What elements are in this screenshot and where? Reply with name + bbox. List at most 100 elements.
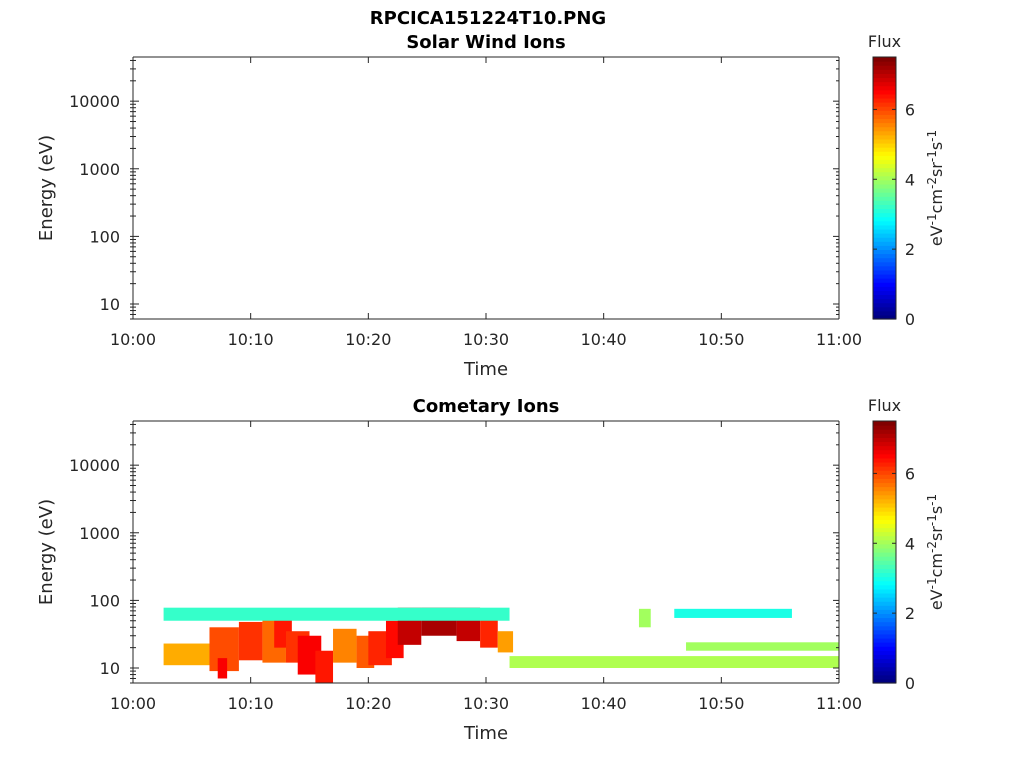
colorbar-swatch — [873, 650, 896, 655]
colorbar-swatch — [873, 269, 896, 275]
colorbar-swatch — [873, 102, 896, 107]
colorbar-tick-label: 2 — [905, 604, 915, 623]
x-tick-label: 10:50 — [698, 330, 744, 349]
x-tick-label: 10:00 — [110, 694, 156, 713]
heatmap-cell — [509, 656, 839, 669]
colorbar-swatch — [873, 286, 896, 291]
colorbar-swatch — [873, 278, 896, 283]
colorbar-frame — [872, 420, 897, 684]
colorbar-swatch — [873, 159, 896, 165]
x-tick-label: 10:20 — [345, 694, 391, 713]
x-tick-label: 10:40 — [581, 694, 627, 713]
colorbar-swatch — [873, 564, 896, 569]
colorbar-title: Flux — [868, 396, 901, 415]
colorbar-swatch — [873, 662, 896, 668]
colorbar-swatch — [873, 106, 896, 111]
colorbar-swatch — [873, 466, 896, 471]
y-axis-label: Energy (eV) — [36, 135, 57, 241]
colorbar-swatch — [873, 142, 896, 148]
colorbar-tick-label: 4 — [905, 170, 915, 189]
colorbar-swatch — [873, 97, 896, 103]
colorbar-swatch — [873, 425, 896, 430]
colorbar-swatch — [873, 114, 896, 120]
colorbar-swatch — [873, 539, 896, 545]
panel-solar-wind-ions: Solar Wind Ions 10:00 10:10 10:20 10:30 10:40… — [36, 32, 862, 380]
colorbar-swatch — [873, 535, 896, 541]
y-tick-label: 100 — [89, 591, 120, 610]
colorbar-swatch — [873, 654, 896, 660]
colorbar-swatch — [873, 576, 896, 582]
x-axis-label: Time — [463, 359, 508, 380]
colorbar-swatch — [873, 670, 896, 676]
y-tick-label: 10 — [100, 659, 120, 678]
colorbar-solar-wind: Flux 0 2 4 6 eV-1cm-2sr-1s-1 — [868, 32, 946, 329]
colorbar-swatch — [873, 519, 896, 524]
colorbar-swatch — [873, 678, 896, 684]
colorbar-swatch — [873, 502, 896, 508]
colorbar-swatch — [873, 224, 896, 230]
colorbar-swatch — [873, 613, 896, 619]
colorbar-swatch — [873, 482, 896, 488]
colorbar-swatch — [873, 674, 896, 680]
colorbar-swatch — [873, 151, 896, 156]
colorbar-swatch — [873, 543, 896, 549]
colorbar-swatch — [873, 637, 896, 643]
heatmap-cell — [497, 631, 514, 653]
heatmap-cell — [674, 608, 792, 618]
colorbar-swatch — [873, 249, 896, 255]
colorbar-swatch — [873, 81, 896, 87]
colorbar-frame — [872, 56, 897, 320]
x-axis-label: Time — [463, 723, 508, 744]
colorbar-tick-label: 0 — [905, 310, 915, 329]
colorbar-swatch — [873, 265, 896, 271]
colorbar-swatch — [873, 200, 896, 205]
x-tick-label: 10:00 — [110, 330, 156, 349]
colorbar-swatch — [873, 556, 896, 561]
colorbar-swatch — [873, 294, 896, 300]
x-tick-label: 11:00 — [816, 694, 862, 713]
x-tick-label: 10:50 — [698, 694, 744, 713]
colorbar-swatch — [873, 163, 896, 169]
colorbar-swatch — [873, 597, 896, 602]
x-tick-label: 11:00 — [816, 330, 862, 349]
colorbar-swatch — [873, 580, 896, 586]
colorbar-swatch — [873, 261, 896, 267]
colorbar-swatch — [873, 511, 896, 516]
colorbar-swatch — [873, 130, 896, 136]
colorbar-swatch — [873, 421, 896, 426]
heatmap-cell — [238, 621, 263, 661]
x-tick-label: 10:10 — [228, 330, 274, 349]
colorbar-swatch — [873, 122, 896, 128]
colorbar-swatch — [873, 134, 896, 140]
panel-title: Cometary Ions — [413, 396, 560, 417]
colorbar-swatch — [873, 609, 896, 615]
colorbar-swatch — [873, 429, 896, 434]
colorbar-swatch — [873, 208, 896, 214]
x-tick-label: 10:30 — [463, 330, 509, 349]
colorbar-swatch — [873, 306, 896, 312]
colorbar-swatch — [873, 273, 896, 279]
x-tick-label: 10:20 — [345, 330, 391, 349]
colorbar-swatch — [873, 642, 896, 647]
colorbar-swatch — [873, 212, 896, 218]
colorbar-swatch — [873, 138, 896, 144]
colorbar-swatch — [873, 171, 896, 177]
colorbar-swatch — [873, 588, 896, 594]
colorbar-swatch — [873, 625, 896, 631]
colorbar-swatch — [873, 257, 896, 263]
heatmap-cell — [638, 608, 651, 628]
colorbar-swatch — [873, 445, 896, 451]
colorbar-swatch — [873, 478, 896, 484]
heatmap-cell — [163, 607, 510, 621]
colorbar-swatch — [873, 241, 896, 246]
heatmap-cell — [480, 617, 498, 648]
colorbar-swatch — [873, 527, 896, 533]
colorbar-swatch — [873, 73, 896, 79]
colorbar-swatch — [873, 453, 896, 459]
y-tick-label: 10000 — [69, 456, 120, 475]
y-tick-label: 10000 — [69, 92, 120, 111]
panel-cometary-ions: Cometary Ions 10:00 10:10 10:20 10:30 10:40 10… — [36, 396, 862, 744]
colorbar-swatch — [873, 147, 896, 152]
colorbar-swatch — [873, 93, 896, 99]
